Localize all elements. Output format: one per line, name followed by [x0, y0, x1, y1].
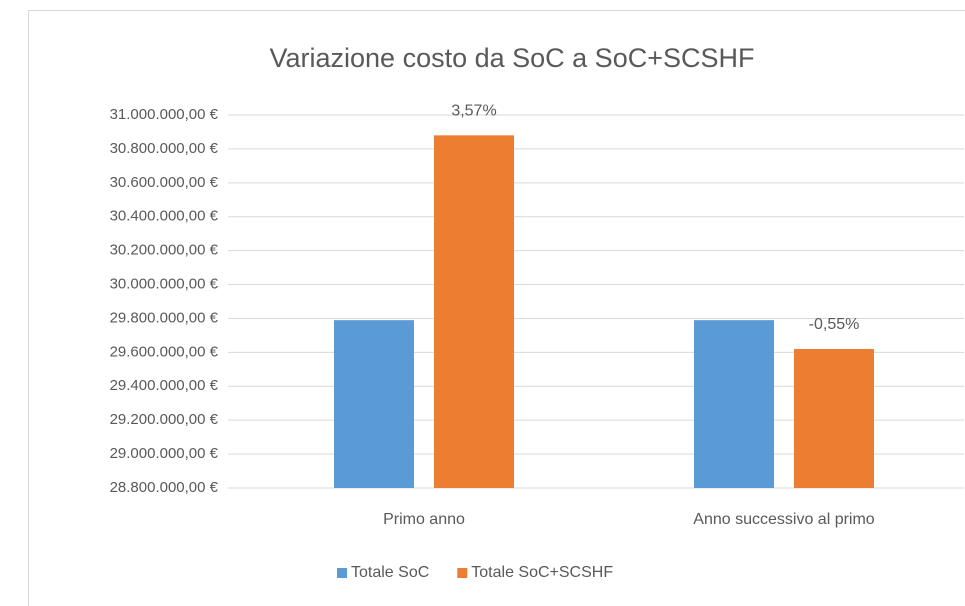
legend-label: Totale SoC [351, 564, 429, 581]
y-tick-label: 29.800.000,00 € [110, 309, 219, 326]
y-tick-label: 28.800.000,00 € [110, 479, 219, 496]
y-tick-label: 29.400.000,00 € [110, 377, 219, 394]
x-tick-label: Primo anno [383, 511, 465, 528]
y-tick-label: 29.600.000,00 € [110, 343, 219, 360]
bar [334, 320, 414, 488]
data-label: 3,57% [451, 103, 496, 120]
y-tick-label: 30.200.000,00 € [110, 242, 219, 259]
bar [794, 348, 874, 488]
data-label: -0,55% [809, 316, 860, 333]
y-tick-label: 31.000.000,00 € [110, 106, 219, 123]
y-tick-label: 30.400.000,00 € [110, 208, 219, 225]
y-tick-label: 30.000.000,00 € [110, 276, 219, 293]
y-tick-label: 29.000.000,00 € [110, 445, 219, 462]
legend-swatch [337, 568, 347, 578]
y-tick-label: 29.200.000,00 € [110, 411, 219, 428]
x-tick-label: Anno successivo al primo [693, 511, 875, 528]
chart-title: Variazione costo da SoC a SoC+SCSHF [270, 43, 755, 73]
y-tick-label: 30.800.000,00 € [110, 140, 219, 157]
y-tick-label: 30.600.000,00 € [110, 174, 219, 191]
legend-swatch [457, 568, 468, 578]
bar [434, 135, 514, 488]
legend-label: Totale SoC+SCSHF [471, 564, 613, 581]
bar [694, 320, 774, 488]
